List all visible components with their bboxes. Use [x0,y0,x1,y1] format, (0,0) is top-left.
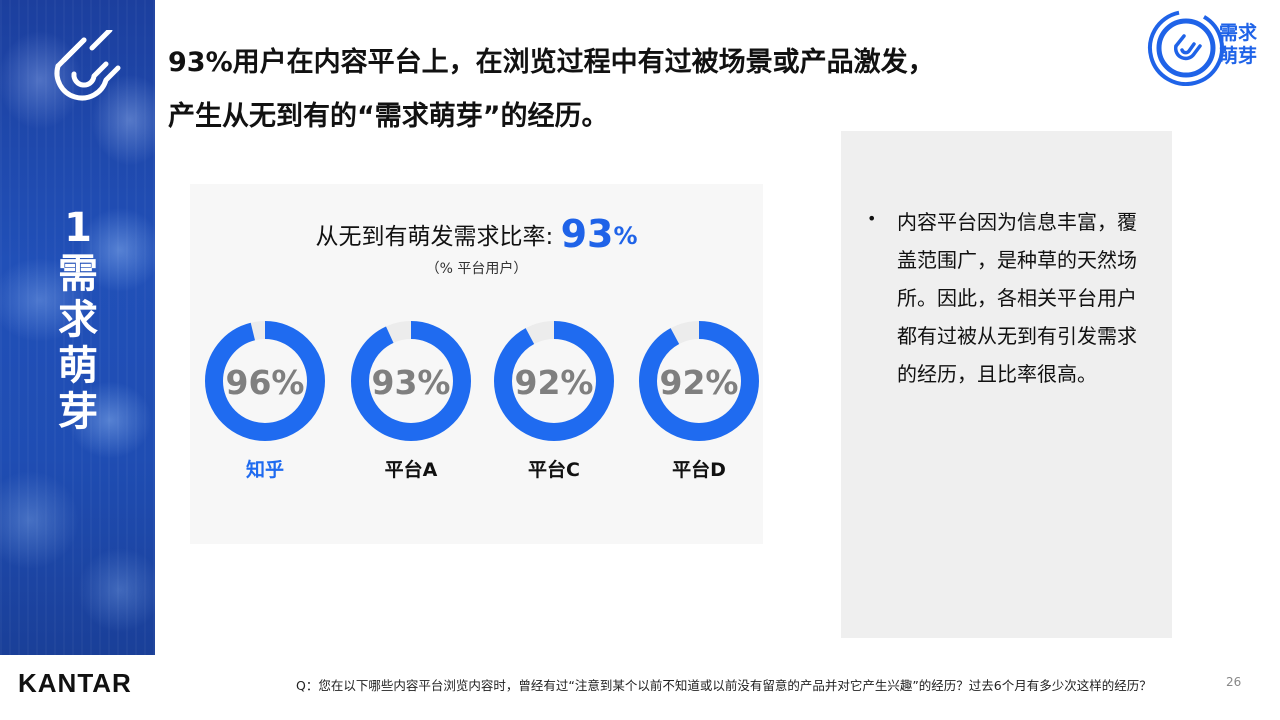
page-title: 93%用户在内容平台上，在浏览过程中有过被场景或产品激发， 产生从无到有的“需求… [168,36,1088,144]
sidebar-banner [0,0,155,655]
bullet-icon: • [867,209,877,228]
chart-panel: 从无到有萌发需求比率: 93% （% 平台用户） 96% 知乎 93% 平台A 92% 平… [190,184,763,544]
section-char: 需 [58,251,98,297]
donut-arc [351,321,471,441]
donut-1: 96% 知乎 [205,321,325,481]
page-number: 26 [1226,675,1242,689]
section-number: 1 [64,205,92,251]
donut-arc [639,321,759,441]
page-title-line2: 产生从无到有的“需求萌芽”的经历。 [168,101,609,132]
donut-value-label: 96% [226,363,305,402]
donut-value-label: 92% [515,363,594,402]
category-label: 平台A [385,458,438,481]
donut-arc [205,321,325,441]
chart-subtitle: （% 平台用户） [425,261,528,277]
donut-value-label: 92% [660,363,739,402]
donut-2: 93% 平台A [351,321,471,481]
magnet-icon [1173,34,1202,61]
section-title: 1 需 求 萌 芽 [48,205,108,435]
donut-4: 92% 平台D [639,321,759,481]
notes-text: 内容平台因为信息丰富，覆盖范围广，是种草的天然场所。因此，各相关平台用户都有过被… [897,210,1137,386]
badge-label: 需求 萌芽 [1219,22,1267,68]
chart-title-text: 从无到有萌发需求比率: [315,224,561,250]
badge-line2: 萌芽 [1219,45,1258,67]
section-char: 萌 [58,343,98,389]
notes-panel: • 内容平台因为信息丰富，覆盖范围广，是种草的天然场所。因此，各相关平台用户都有… [841,131,1172,638]
survey-question: Q：您在以下哪些内容平台浏览内容时，曾经有过“注意到某个以前不知道或以前没有留意… [296,678,1152,693]
magnet-icon [54,30,121,101]
category-label: 知乎 [246,458,284,481]
badge-line1: 需求 [1219,22,1258,44]
brand-logo: KANTAR [18,668,132,698]
donut-3: 92% 平台C [494,321,614,481]
section-char: 芽 [58,389,98,435]
chart-title: 从无到有萌发需求比率: 93% [190,212,763,256]
category-label: 平台D [672,458,726,481]
category-label: 平台C [528,458,580,481]
page-title-line1: 93%用户在内容平台上，在浏览过程中有过被场景或产品激发， [168,47,935,78]
overall-rate-value: 93 [560,212,614,256]
donut-arc [494,321,614,441]
overall-rate-unit: % [613,222,638,250]
donut-value-label: 93% [372,363,451,402]
section-char: 求 [58,297,98,343]
section-badge [1148,10,1224,86]
donut-chart: 96% 知乎 93% 平台A 92% 平台C 92% 平台D [205,321,759,481]
